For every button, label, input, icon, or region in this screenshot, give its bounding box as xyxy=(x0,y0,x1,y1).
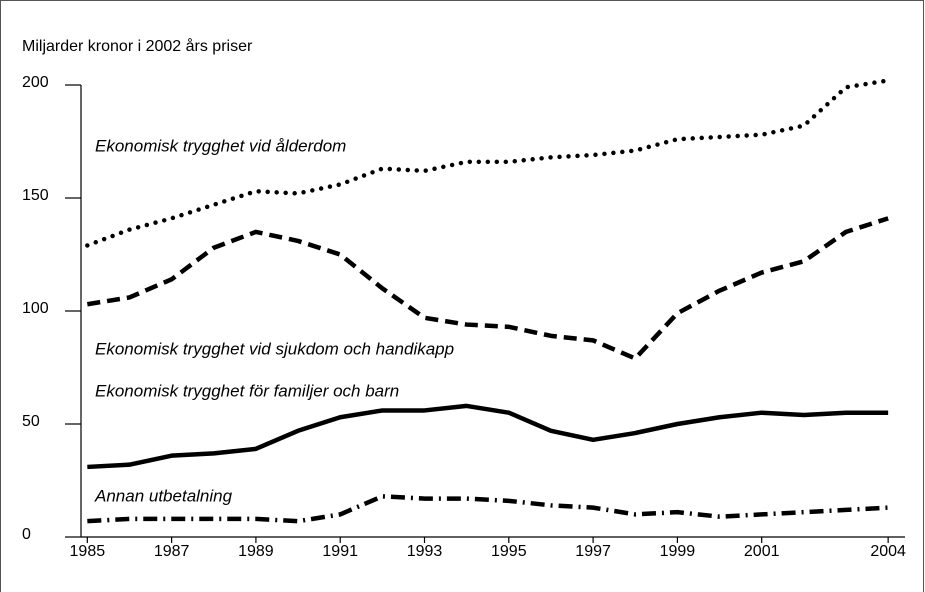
y-tick-label: 100 xyxy=(22,300,49,317)
series-label: Ekonomisk trygghet vid sjukdom och handi… xyxy=(95,339,454,358)
x-tick-label: 1999 xyxy=(660,543,696,560)
x-tick-label: 2004 xyxy=(870,543,906,560)
y-tick-label: 50 xyxy=(22,413,40,430)
x-tick-label: 1987 xyxy=(154,543,190,560)
x-tick-label: 1995 xyxy=(491,543,527,560)
x-tick-label: 1997 xyxy=(575,543,611,560)
series-label: Annan utbetalning xyxy=(94,486,233,505)
y-axis-label: Miljarder kronor i 2002 års priser xyxy=(22,37,253,55)
series-line xyxy=(85,78,891,248)
x-tick-label: 1989 xyxy=(238,543,274,560)
y-tick-label: 150 xyxy=(22,187,49,204)
x-tick-label: 1993 xyxy=(407,543,443,560)
series-label: Ekonomisk trygghet för familjer och barn xyxy=(95,381,399,400)
series-line xyxy=(87,494,889,524)
x-tick-label: 1991 xyxy=(322,543,358,560)
series-line xyxy=(87,403,889,470)
y-tick-label: 200 xyxy=(22,74,49,91)
x-tick-label: 2001 xyxy=(744,543,780,560)
x-tick-label: 1985 xyxy=(70,543,106,560)
series-label: Ekonomisk trygghet vid ålderdom xyxy=(95,136,346,155)
series-line xyxy=(86,216,889,361)
y-tick-label: 0 xyxy=(22,526,31,543)
